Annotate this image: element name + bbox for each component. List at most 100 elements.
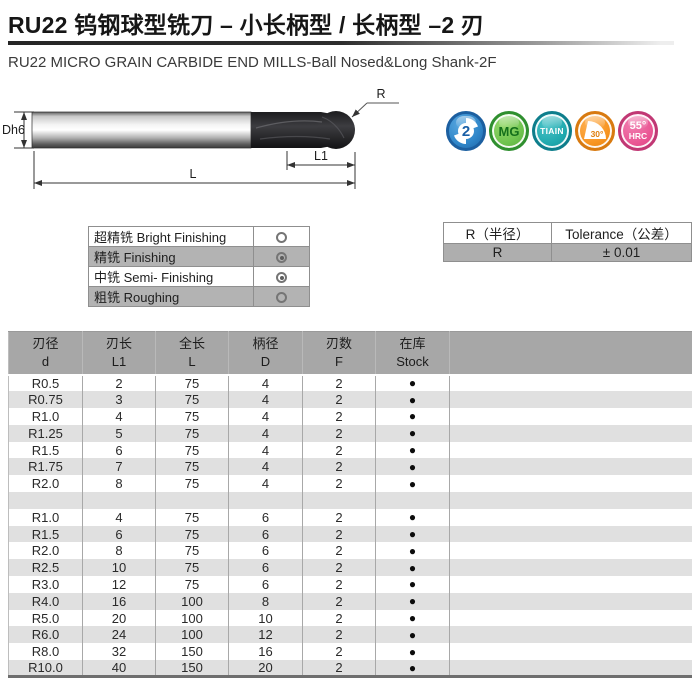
flutes-count-label: 2 bbox=[461, 122, 471, 140]
coating-badge: TIAIN bbox=[532, 111, 572, 151]
size-value-cell: R10.0 bbox=[8, 660, 83, 677]
size-value-cell: 150 bbox=[155, 643, 229, 661]
table-row: R0.5 2 75 4 2 ● bbox=[8, 374, 693, 392]
header-cn: 全长 bbox=[178, 336, 205, 352]
helix-angle-label: 30° bbox=[591, 129, 604, 139]
size-value-cell: 2 bbox=[302, 576, 376, 593]
stock-dot-cell: ● bbox=[375, 643, 450, 661]
open-circle-icon bbox=[276, 232, 287, 244]
size-value-cell: 4 bbox=[228, 458, 303, 476]
size-value-cell: 4 bbox=[228, 391, 303, 409]
tolerance-value-row: R ± 0.01 bbox=[443, 243, 692, 262]
empty-column-header bbox=[449, 331, 692, 376]
endmill-image bbox=[31, 111, 355, 149]
radius-tolerance-table: R（半径） Tolerance（公差） R ± 0.01 bbox=[443, 222, 692, 262]
empty-cell bbox=[450, 559, 693, 576]
size-column-header: 刃长 L1 bbox=[82, 331, 156, 376]
finishing-label: 超精铣 Bright Finishing bbox=[88, 226, 254, 247]
size-value-cell: 75 bbox=[155, 408, 229, 425]
size-value-cell: 75 bbox=[155, 525, 229, 543]
size-value-cell: 4 bbox=[228, 475, 303, 493]
header-en: Stock bbox=[396, 353, 429, 369]
open-circle-icon bbox=[276, 292, 287, 304]
bullseye-circle-icon bbox=[276, 272, 287, 284]
hardness-value-label: 55° bbox=[629, 120, 647, 132]
size-value-cell: R1.5 bbox=[8, 525, 83, 543]
finishing-grade-table: 超精铣 Bright Finishing 精铣 Finishing 中铣 Semi-… bbox=[88, 226, 310, 307]
finishing-mark-cell bbox=[253, 246, 310, 267]
header-en: L bbox=[188, 353, 196, 369]
size-value-cell: 5 bbox=[82, 424, 156, 442]
empty-cell bbox=[450, 509, 693, 526]
spacer-cell bbox=[82, 492, 156, 509]
size-value-cell: 2 bbox=[302, 391, 376, 409]
stock-dot-cell: ● bbox=[375, 374, 450, 392]
shank-diameter-label: Dh6 bbox=[2, 123, 25, 137]
header-cn: 刃长 bbox=[105, 336, 132, 352]
finishing-row: 粗铣 Roughing bbox=[88, 286, 310, 307]
size-value-cell: R1.0 bbox=[8, 508, 83, 526]
empty-cell bbox=[450, 458, 693, 475]
size-value-cell: 6 bbox=[82, 441, 156, 459]
stock-dot-cell: ● bbox=[375, 525, 450, 543]
stock-dot-cell: ● bbox=[375, 609, 450, 627]
table-row: R1.5 6 75 4 2 ● bbox=[8, 441, 693, 459]
size-column-header: 在库 Stock bbox=[375, 331, 450, 376]
size-value-cell: 4 bbox=[228, 408, 303, 425]
size-value-cell: 8 bbox=[228, 592, 303, 610]
size-value-cell: 2 bbox=[302, 508, 376, 526]
spacer-cell bbox=[8, 492, 83, 509]
finishing-mark-cell bbox=[253, 286, 310, 307]
size-value-cell: R4.0 bbox=[8, 592, 83, 610]
page-title: RU22 钨钢球型铣刀 – 小长柄型 / 长柄型 –2 刃 bbox=[8, 12, 485, 38]
size-value-cell: 8 bbox=[82, 542, 156, 560]
stock-dot-cell: ● bbox=[375, 592, 450, 610]
size-value-cell: 3 bbox=[82, 391, 156, 409]
finishing-mark-cell bbox=[253, 266, 310, 287]
finishing-label: 粗铣 Roughing bbox=[88, 286, 254, 307]
finishing-label: 中铣 Semi- Finishing bbox=[88, 266, 254, 287]
spec-badges: 2 MG TIAIN 30° 55° HRC bbox=[446, 111, 658, 151]
tolerance-header-radius: R（半径） bbox=[443, 222, 552, 244]
size-value-cell: 2 bbox=[302, 643, 376, 661]
size-column-header: 柄径 D bbox=[228, 331, 303, 376]
finishing-row: 精铣 Finishing bbox=[88, 246, 310, 267]
hardness-badge: 55° HRC bbox=[618, 111, 658, 151]
size-value-cell: R5.0 bbox=[8, 609, 83, 627]
size-value-cell: 100 bbox=[155, 609, 229, 627]
size-value-cell: 4 bbox=[82, 508, 156, 526]
stock-dot-cell: ● bbox=[375, 408, 450, 425]
dimension-shank-diameter bbox=[14, 111, 34, 149]
header-en: d bbox=[41, 353, 50, 369]
size-value-cell: 10 bbox=[228, 609, 303, 627]
size-column-header: 刃径 d bbox=[8, 331, 83, 376]
size-value-cell: R2.5 bbox=[8, 559, 83, 577]
finishing-label: 精铣 Finishing bbox=[88, 246, 254, 267]
stock-dot-cell: ● bbox=[375, 458, 450, 476]
size-value-cell: R1.75 bbox=[8, 458, 83, 476]
size-value-cell: 6 bbox=[82, 525, 156, 543]
size-value-cell: 8 bbox=[82, 475, 156, 493]
stock-dot-cell: ● bbox=[375, 508, 450, 526]
size-value-cell: 4 bbox=[228, 374, 303, 392]
stock-dot-cell: ● bbox=[375, 542, 450, 560]
finishing-row: 中铣 Semi- Finishing bbox=[88, 266, 310, 287]
stock-dot-cell: ● bbox=[375, 424, 450, 442]
size-value-cell: R8.0 bbox=[8, 643, 83, 661]
size-value-cell: R0.5 bbox=[8, 374, 83, 392]
empty-cell bbox=[450, 475, 693, 492]
size-value-cell: 2 bbox=[302, 525, 376, 543]
flutes-badge: 2 bbox=[446, 111, 486, 151]
size-value-cell: 40 bbox=[82, 660, 156, 677]
spacer-row bbox=[8, 492, 692, 509]
table-row: R10.0 40 150 20 2 ● bbox=[8, 660, 693, 677]
size-value-cell: 2 bbox=[82, 374, 156, 392]
stock-dot-cell: ● bbox=[375, 441, 450, 459]
bullseye-circle-icon bbox=[276, 252, 287, 264]
title-divider bbox=[8, 41, 674, 45]
size-value-cell: 6 bbox=[228, 576, 303, 593]
empty-cell bbox=[450, 375, 693, 392]
empty-cell bbox=[450, 660, 693, 677]
flute-length-label: L1 bbox=[314, 149, 328, 163]
size-value-cell: 4 bbox=[228, 424, 303, 442]
